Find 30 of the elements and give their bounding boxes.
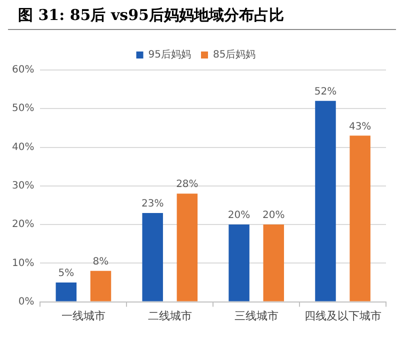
data-label: 20% (228, 210, 250, 222)
x-tick-label: 二线城市 (148, 309, 192, 322)
legend-label: 85后妈妈 (213, 48, 256, 61)
y-tick-label: 20% (12, 219, 34, 230)
data-label: 28% (176, 179, 198, 190)
bar (176, 194, 198, 302)
y-tick-label: 10% (12, 258, 34, 269)
y-tick-label: 40% (12, 142, 34, 153)
data-label: 5% (58, 268, 74, 280)
y-tick-label: 0% (18, 296, 34, 308)
bar (315, 100, 336, 302)
bar (56, 282, 77, 302)
x-tick-label: 一线城市 (61, 309, 106, 322)
bar (90, 270, 112, 302)
data-label: 43% (348, 121, 372, 132)
chart-title: 图 31: 85后 vs95后妈妈地域分布占比 (8, 0, 396, 30)
x-tick-label: 四线及以下城市 (304, 309, 382, 322)
bar (228, 224, 250, 302)
x-tick-label: 三线城市 (234, 309, 278, 322)
y-tick-label: 30% (12, 180, 34, 192)
y-tick-label: 60% (12, 64, 34, 76)
data-label: 52% (314, 86, 337, 98)
y-tick-label: 50% (12, 103, 34, 114)
bar (142, 212, 163, 302)
data-label: 8% (92, 256, 109, 268)
bar (263, 224, 284, 302)
data-label: 20% (262, 210, 285, 222)
bar (350, 136, 370, 302)
data-label: 23% (141, 198, 164, 210)
legend-label: 95后妈妈 (148, 48, 192, 61)
